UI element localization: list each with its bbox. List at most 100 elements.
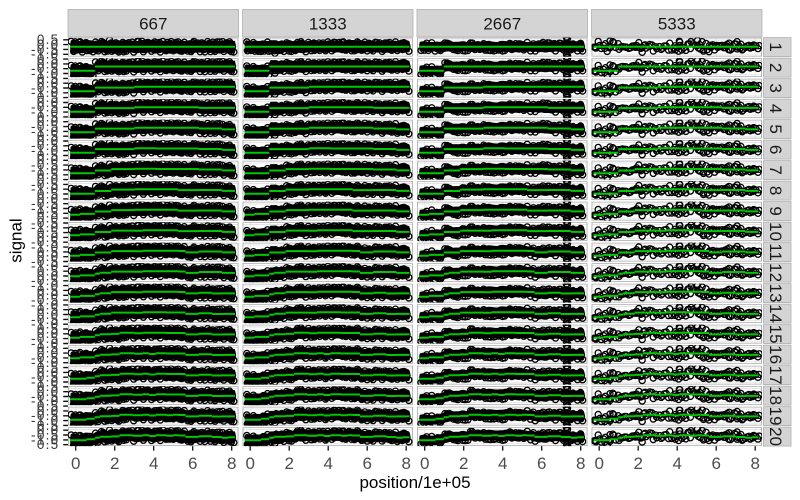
svg-text:16: 16 bbox=[766, 345, 785, 364]
svg-text:-1.0: -1.0 bbox=[31, 432, 59, 447]
svg-text:-1.0: -1.0 bbox=[31, 374, 59, 389]
svg-text:-1.0: -1.0 bbox=[31, 413, 59, 428]
svg-text:-0.5: -0.5 bbox=[31, 196, 59, 211]
svg-text:0.0: 0.0 bbox=[37, 423, 60, 438]
svg-text:-1.0: -1.0 bbox=[31, 259, 59, 274]
svg-text:-0.5: -0.5 bbox=[31, 370, 59, 385]
svg-text:6: 6 bbox=[188, 454, 197, 473]
svg-text:-1.0: -1.0 bbox=[31, 162, 59, 177]
svg-text:0.0: 0.0 bbox=[37, 384, 60, 399]
svg-text:7: 7 bbox=[766, 165, 785, 174]
svg-text:-1.0: -1.0 bbox=[31, 394, 59, 409]
svg-text:0.5: 0.5 bbox=[37, 167, 60, 182]
svg-text:8: 8 bbox=[750, 454, 759, 473]
svg-text:0.5: 0.5 bbox=[37, 129, 60, 144]
svg-text:2: 2 bbox=[633, 454, 642, 473]
svg-text:-0.5: -0.5 bbox=[31, 80, 59, 95]
svg-text:0.5: 0.5 bbox=[37, 206, 60, 221]
svg-text:-0.5: -0.5 bbox=[31, 312, 59, 327]
svg-text:9: 9 bbox=[766, 206, 785, 215]
svg-text:0.5: 0.5 bbox=[37, 341, 60, 356]
svg-text:0.5: 0.5 bbox=[37, 302, 60, 317]
svg-text:-1.0: -1.0 bbox=[31, 124, 59, 139]
svg-text:-0.5: -0.5 bbox=[31, 177, 59, 192]
svg-text:0.5: 0.5 bbox=[37, 148, 60, 163]
svg-text:-1.0: -1.0 bbox=[31, 143, 59, 158]
svg-text:0.0: 0.0 bbox=[37, 114, 60, 129]
svg-text:0.0: 0.0 bbox=[37, 230, 60, 245]
svg-text:8: 8 bbox=[401, 454, 410, 473]
svg-text:-0.5: -0.5 bbox=[31, 42, 59, 57]
svg-text:0.0: 0.0 bbox=[37, 307, 60, 322]
svg-text:2667: 2667 bbox=[483, 14, 521, 33]
svg-text:-0.5: -0.5 bbox=[31, 119, 59, 134]
svg-text:0.5: 0.5 bbox=[37, 244, 60, 259]
svg-text:0: 0 bbox=[420, 454, 429, 473]
svg-text:-0.5: -0.5 bbox=[31, 293, 59, 308]
svg-text:667: 667 bbox=[139, 14, 167, 33]
svg-text:-1.0: -1.0 bbox=[31, 278, 59, 293]
svg-text:0.5: 0.5 bbox=[37, 109, 60, 124]
svg-text:0.0: 0.0 bbox=[37, 326, 60, 341]
svg-text:0.5: 0.5 bbox=[37, 418, 60, 433]
svg-text:0: 0 bbox=[245, 454, 254, 473]
svg-text:5333: 5333 bbox=[658, 14, 696, 33]
svg-text:2: 2 bbox=[284, 454, 293, 473]
svg-text:position/1e+05: position/1e+05 bbox=[359, 473, 470, 492]
svg-text:2: 2 bbox=[459, 454, 468, 473]
svg-text:8: 8 bbox=[766, 186, 785, 195]
svg-text:0.0: 0.0 bbox=[37, 288, 60, 303]
svg-text:8: 8 bbox=[576, 454, 585, 473]
svg-text:-1.0: -1.0 bbox=[31, 317, 59, 332]
svg-text:-1.0: -1.0 bbox=[31, 201, 59, 216]
svg-text:18: 18 bbox=[766, 386, 785, 405]
svg-text:-1.0: -1.0 bbox=[31, 105, 59, 120]
svg-text:-0.5: -0.5 bbox=[31, 100, 59, 115]
svg-text:4: 4 bbox=[498, 454, 507, 473]
svg-text:-0.5: -0.5 bbox=[31, 273, 59, 288]
svg-text:0.0: 0.0 bbox=[37, 346, 60, 361]
svg-text:4: 4 bbox=[766, 104, 785, 113]
svg-text:0.5: 0.5 bbox=[37, 225, 60, 240]
svg-text:0.5: 0.5 bbox=[37, 379, 60, 394]
svg-text:-0.5: -0.5 bbox=[31, 331, 59, 346]
svg-text:5: 5 bbox=[766, 124, 785, 133]
svg-text:0.5: 0.5 bbox=[37, 52, 60, 67]
svg-text:0.0: 0.0 bbox=[37, 153, 60, 168]
svg-text:14: 14 bbox=[766, 304, 785, 323]
svg-text:6: 6 bbox=[537, 454, 546, 473]
svg-text:-0.5: -0.5 bbox=[31, 350, 59, 365]
svg-text:4: 4 bbox=[323, 454, 332, 473]
svg-text:0.0: 0.0 bbox=[37, 268, 60, 283]
svg-text:0.0: 0.0 bbox=[37, 172, 60, 187]
svg-text:0.0: 0.0 bbox=[37, 403, 60, 418]
svg-text:10: 10 bbox=[766, 222, 785, 241]
svg-text:15: 15 bbox=[766, 325, 785, 344]
svg-text:0.5: 0.5 bbox=[37, 283, 60, 298]
svg-text:0.0: 0.0 bbox=[37, 365, 60, 380]
svg-text:0.0: 0.0 bbox=[37, 76, 60, 91]
svg-text:2: 2 bbox=[110, 454, 119, 473]
svg-text:11: 11 bbox=[766, 243, 785, 261]
svg-text:0.0: 0.0 bbox=[37, 211, 60, 226]
svg-text:-1.0: -1.0 bbox=[31, 336, 59, 351]
svg-text:0.5: 0.5 bbox=[37, 71, 60, 86]
svg-text:0: 0 bbox=[71, 454, 80, 473]
svg-text:19: 19 bbox=[766, 407, 785, 426]
svg-text:-1.0: -1.0 bbox=[31, 47, 59, 62]
svg-text:-1.0: -1.0 bbox=[31, 66, 59, 81]
svg-text:1333: 1333 bbox=[309, 14, 347, 33]
svg-text:0.5: 0.5 bbox=[37, 321, 60, 336]
svg-text:-0.5: -0.5 bbox=[31, 138, 59, 153]
svg-text:8: 8 bbox=[227, 454, 236, 473]
svg-text:-0.5: -0.5 bbox=[31, 61, 59, 76]
svg-text:-0.5: -0.5 bbox=[31, 427, 59, 442]
svg-text:0.5: 0.5 bbox=[37, 399, 60, 414]
svg-text:13: 13 bbox=[766, 284, 785, 303]
svg-text:3: 3 bbox=[766, 83, 785, 92]
svg-text:6: 6 bbox=[362, 454, 371, 473]
svg-text:-1.0: -1.0 bbox=[31, 85, 59, 100]
svg-text:-1.0: -1.0 bbox=[31, 355, 59, 370]
svg-text:-1.0: -1.0 bbox=[31, 297, 59, 312]
svg-text:0.5: 0.5 bbox=[37, 437, 60, 452]
